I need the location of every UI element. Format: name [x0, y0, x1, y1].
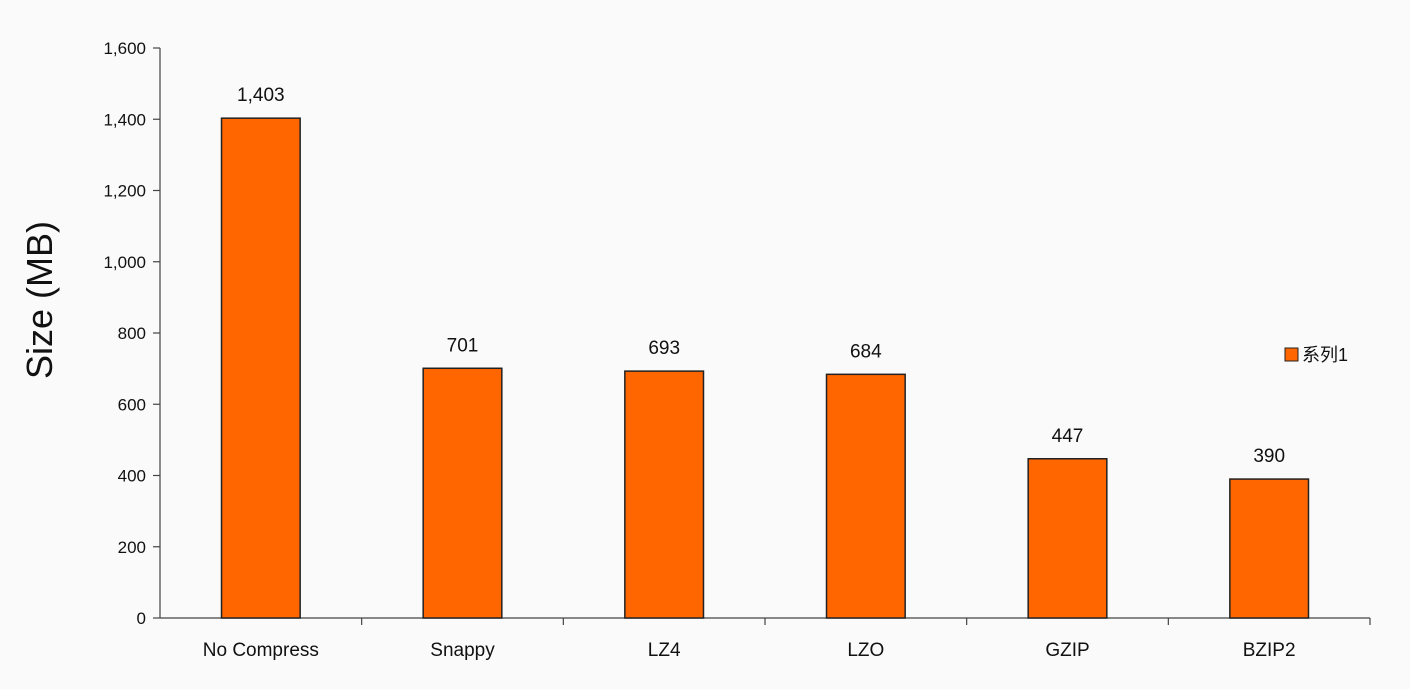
bar [825, 373, 906, 619]
bar [220, 117, 301, 619]
bar [624, 370, 705, 619]
data-label: 1,403 [237, 85, 285, 106]
x-category-label: No Compress [203, 640, 319, 661]
data-label: 684 [850, 341, 882, 362]
x-category-label: Snappy [430, 640, 495, 661]
data-label: 447 [1052, 426, 1084, 447]
y-tick-label: 1,000 [103, 253, 146, 272]
x-categories: No Compress Snappy LZ4 LZO GZIP BZIP2 [203, 618, 1371, 661]
legend-label: 系列1 [1302, 345, 1348, 365]
x-category-label: LZO [847, 640, 884, 661]
axes [159, 48, 1370, 619]
x-category-label: GZIP [1045, 640, 1089, 661]
y-tick-label: 200 [118, 538, 146, 557]
y-tick-label: 600 [118, 395, 146, 414]
y-tick-label: 0 [137, 609, 146, 628]
data-label: 693 [648, 338, 680, 359]
legend: 系列1 [1284, 345, 1348, 365]
x-category-label: LZ4 [648, 640, 681, 661]
y-axis-title: Size (MB) [19, 221, 60, 379]
y-ticks: 0 200 400 600 800 1,000 1,200 1,400 1,600 [103, 39, 160, 628]
data-label: 390 [1253, 446, 1285, 467]
y-tick-label: 1,600 [103, 39, 146, 58]
data-label: 701 [447, 335, 479, 356]
x-category-label: BZIP2 [1243, 640, 1296, 661]
y-tick-label: 1,200 [103, 182, 146, 201]
y-tick-label: 400 [118, 467, 146, 486]
y-tick-label: 1,400 [103, 110, 146, 129]
bar [1027, 458, 1108, 619]
bar [1229, 478, 1310, 619]
bars: 1,403 701 693 684 447 390 [220, 85, 1310, 619]
legend-swatch [1284, 347, 1299, 362]
y-tick-label: 800 [118, 324, 146, 343]
bar [422, 367, 503, 619]
